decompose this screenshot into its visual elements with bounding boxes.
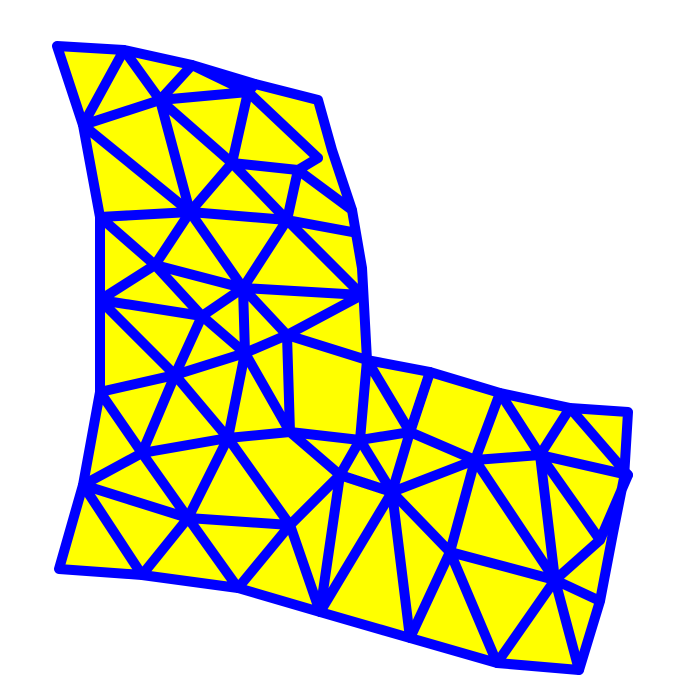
mesh-edge bbox=[95, 370, 180, 397]
mesh-edge bbox=[150, 260, 248, 293]
mesh-edge bbox=[445, 547, 560, 585]
mesh-edge bbox=[315, 470, 345, 617]
mesh-edge bbox=[535, 403, 575, 460]
mesh-edge bbox=[282, 215, 357, 237]
mesh-edge bbox=[387, 487, 455, 557]
mesh-edge bbox=[238, 283, 292, 340]
mesh-edge bbox=[223, 433, 295, 530]
mesh-edge bbox=[282, 330, 372, 365]
mesh-edge bbox=[238, 283, 367, 300]
mesh-edge bbox=[78, 120, 195, 217]
mesh-edge bbox=[445, 455, 480, 557]
mesh-edge bbox=[470, 450, 545, 465]
mesh-edge bbox=[227, 158, 303, 175]
mesh-edge bbox=[445, 547, 502, 668]
mesh-edge bbox=[183, 433, 233, 523]
mesh-edge bbox=[223, 427, 295, 443]
mesh-edge bbox=[185, 207, 248, 293]
mesh-edge bbox=[405, 547, 455, 643]
mesh-edge bbox=[470, 455, 560, 585]
mesh-edge bbox=[170, 311, 207, 380]
mesh-edge bbox=[183, 513, 243, 593]
mesh-edge bbox=[240, 348, 295, 437]
mesh-edge bbox=[405, 427, 480, 465]
mesh-edge bbox=[355, 435, 397, 497]
mesh-edge bbox=[150, 207, 195, 270]
mesh-edge bbox=[565, 403, 633, 480]
mesh-edge bbox=[78, 45, 129, 130]
mesh-edges bbox=[78, 45, 633, 675]
mesh-edge bbox=[470, 388, 505, 465]
mesh-edge bbox=[315, 487, 397, 617]
mesh-edge bbox=[185, 158, 237, 217]
mesh-edge bbox=[137, 448, 193, 523]
mesh-edge bbox=[550, 535, 605, 585]
mesh-edge bbox=[155, 60, 197, 105]
mesh-edge bbox=[405, 367, 435, 437]
mesh-edge bbox=[233, 520, 295, 593]
mesh-edge bbox=[335, 435, 365, 480]
mesh-edge bbox=[78, 480, 193, 523]
mesh-edge bbox=[285, 470, 345, 530]
mesh-edge bbox=[282, 215, 367, 300]
mesh-edge bbox=[137, 370, 180, 458]
mesh-edge bbox=[95, 207, 195, 222]
mesh-edge bbox=[155, 87, 253, 105]
mesh-edge bbox=[78, 448, 147, 490]
mesh-edge bbox=[492, 575, 560, 668]
mesh-edge bbox=[240, 330, 292, 358]
mesh-edge bbox=[185, 207, 292, 225]
mesh-edge bbox=[495, 388, 545, 460]
mesh-edge bbox=[155, 95, 195, 217]
mesh-edge bbox=[285, 427, 365, 445]
mesh-edge bbox=[535, 450, 560, 585]
mesh-edge bbox=[387, 427, 415, 497]
mesh-edge bbox=[285, 427, 345, 480]
mesh-edge bbox=[387, 455, 480, 497]
mesh-edge bbox=[119, 45, 165, 105]
mesh-edge bbox=[155, 95, 237, 168]
mesh-edge bbox=[170, 370, 233, 443]
mesh-edge bbox=[187, 60, 253, 97]
mesh-edge bbox=[355, 355, 372, 445]
mesh-edge bbox=[238, 283, 250, 358]
mesh-edge bbox=[355, 427, 415, 445]
mesh-edge bbox=[95, 295, 207, 321]
mesh-edge bbox=[223, 348, 250, 443]
mesh-edge bbox=[595, 470, 633, 545]
mesh-edge bbox=[137, 513, 193, 580]
mesh-edge bbox=[78, 480, 147, 580]
mesh-edge bbox=[95, 387, 147, 458]
mesh-edge bbox=[535, 450, 633, 480]
mesh-edge bbox=[243, 87, 323, 163]
mesh-edge bbox=[238, 215, 292, 293]
mesh-edge bbox=[387, 487, 415, 643]
mesh-edge bbox=[535, 450, 605, 545]
mesh-edge bbox=[285, 520, 325, 617]
mesh-edge bbox=[550, 575, 605, 606]
mesh-edge bbox=[227, 87, 253, 168]
mesh-edge bbox=[78, 95, 165, 130]
mesh-edge bbox=[170, 348, 250, 380]
mesh-edge bbox=[137, 433, 233, 458]
mesh-edge bbox=[282, 165, 303, 225]
mesh-edge bbox=[293, 165, 357, 215]
mesh-edge bbox=[95, 212, 160, 270]
mesh-edge bbox=[150, 260, 207, 321]
mesh-edge bbox=[550, 575, 584, 675]
mesh-edge bbox=[227, 158, 292, 225]
mesh-edge bbox=[335, 470, 397, 497]
mesh-edge bbox=[197, 283, 248, 321]
mesh-edge bbox=[197, 311, 250, 358]
mesh-edge bbox=[95, 260, 160, 305]
mesh-edge bbox=[282, 290, 367, 340]
mesh-edge bbox=[282, 330, 295, 437]
mesh-edge bbox=[183, 513, 295, 530]
mesh-edge bbox=[95, 295, 180, 380]
mesh-edge bbox=[362, 355, 415, 437]
